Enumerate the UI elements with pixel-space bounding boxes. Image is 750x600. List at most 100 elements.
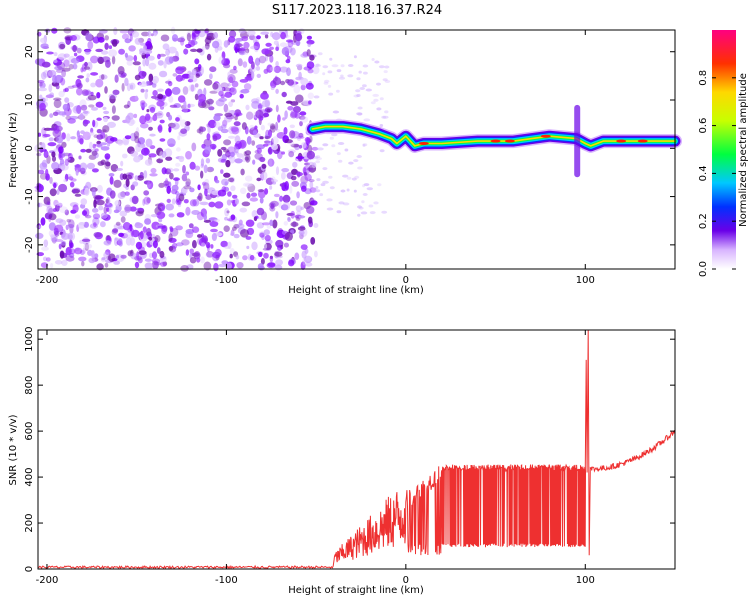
- noise-blob: [85, 181, 92, 190]
- noise-blob: [206, 98, 215, 105]
- noise-blob: [266, 108, 271, 113]
- noise-blob: [308, 100, 312, 105]
- noise-blob: [127, 146, 135, 154]
- noise-blob: [78, 256, 87, 262]
- noise-blob: [238, 50, 246, 56]
- noise-blob: [300, 261, 306, 271]
- noise-blob: [256, 207, 265, 216]
- noise-blob: [142, 226, 147, 233]
- noise-blob: [93, 194, 102, 200]
- noise-blob: [376, 107, 382, 111]
- noise-blob: [138, 250, 147, 255]
- noise-blob: [109, 95, 116, 104]
- noise-blob: [42, 133, 51, 138]
- noise-blob: [48, 137, 54, 142]
- noise-blob: [309, 181, 314, 189]
- noise-blob: [91, 107, 98, 111]
- noise-blob: [287, 216, 291, 221]
- noise-blob: [301, 142, 307, 149]
- noise-blob: [220, 128, 229, 134]
- noise-blob: [319, 193, 324, 197]
- noise-blob: [135, 143, 142, 153]
- noise-blob: [256, 147, 262, 154]
- noise-blob: [100, 221, 106, 228]
- noise-blob: [100, 212, 108, 219]
- noise-blob: [233, 121, 241, 127]
- noise-blob: [55, 202, 63, 206]
- noise-blob: [314, 156, 319, 159]
- noise-blob: [87, 94, 97, 101]
- noise-blob: [251, 140, 256, 146]
- noise-blob: [297, 226, 306, 231]
- noise-blob: [322, 143, 329, 147]
- x-tick-label: -200: [36, 275, 59, 286]
- noise-blob: [295, 63, 303, 68]
- noise-blob: [357, 205, 362, 209]
- noise-blob: [192, 240, 197, 249]
- noise-blob: [283, 242, 289, 248]
- noise-blob: [209, 73, 213, 80]
- noise-blob: [245, 175, 253, 182]
- noise-blob: [290, 47, 296, 56]
- noise-blob: [72, 187, 81, 193]
- noise-blob: [148, 73, 154, 82]
- noise-blob: [145, 138, 153, 148]
- noise-blob: [377, 183, 382, 187]
- noise-blob: [130, 150, 139, 157]
- noise-blob: [180, 38, 185, 46]
- noise-blob: [296, 191, 300, 199]
- noise-blob: [326, 198, 333, 202]
- noise-blob: [51, 27, 58, 34]
- colorbar-tick-label: 0.6: [698, 118, 709, 134]
- noise-blob: [51, 236, 57, 244]
- noise-blob: [83, 243, 93, 249]
- noise-blob: [142, 198, 146, 206]
- noise-blob: [230, 151, 235, 157]
- noise-blob: [72, 44, 77, 53]
- noise-blob: [261, 234, 265, 241]
- noise-blob: [120, 74, 126, 79]
- noise-blob: [168, 126, 172, 133]
- noise-blob: [100, 146, 110, 151]
- y-tick-label: 0: [24, 145, 35, 151]
- noise-blob: [169, 172, 174, 180]
- noise-blob: [175, 67, 185, 71]
- noise-blob: [194, 165, 201, 171]
- noise-blob: [295, 39, 301, 47]
- noise-blob: [132, 31, 140, 38]
- noise-blob: [172, 73, 178, 77]
- noise-blob: [45, 168, 49, 177]
- noise-blob: [189, 76, 198, 83]
- noise-blob: [182, 164, 186, 174]
- noise-blob: [58, 90, 65, 98]
- noise-blob: [230, 126, 239, 132]
- noise-blob: [111, 115, 120, 121]
- noise-blob: [149, 106, 156, 113]
- colorbar-tick-label: 0.2: [698, 213, 709, 229]
- x-tick-label: -100: [215, 575, 238, 586]
- noise-blob: [228, 125, 237, 135]
- x-tick-label: 0: [403, 275, 409, 286]
- noise-blob: [59, 219, 67, 226]
- noise-blob: [244, 150, 252, 156]
- noise-blob: [265, 177, 275, 185]
- noise-blob: [133, 131, 140, 139]
- noise-blob: [58, 146, 64, 154]
- noise-blob: [53, 59, 58, 63]
- noise-blob: [304, 173, 312, 181]
- noise-blob: [134, 74, 141, 81]
- noise-blob: [234, 115, 238, 121]
- noise-blob: [307, 161, 315, 168]
- noise-blob: [229, 68, 238, 74]
- ridge-hotspot: [504, 139, 515, 143]
- noise-blob: [156, 247, 161, 254]
- noise-blob: [196, 48, 203, 53]
- noise-blob: [362, 84, 367, 88]
- noise-blob: [78, 134, 84, 144]
- noise-blob: [176, 212, 185, 218]
- noise-blob: [276, 229, 286, 239]
- noise-blob: [69, 181, 75, 188]
- noise-blob: [168, 95, 174, 103]
- noise-blob: [270, 200, 279, 207]
